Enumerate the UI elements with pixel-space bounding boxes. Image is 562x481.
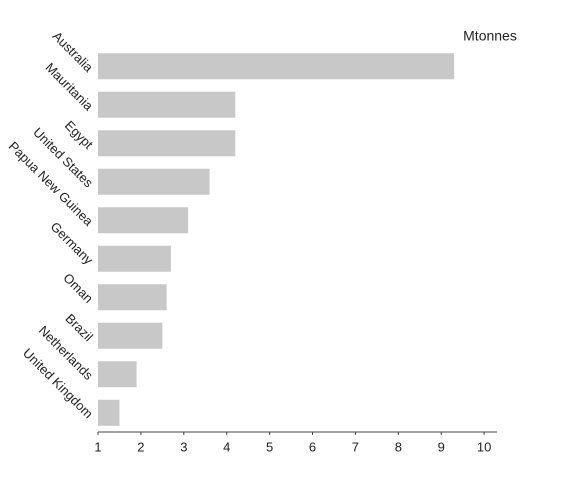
x-tick-label: 9 — [438, 439, 445, 454]
x-tick-label: 2 — [137, 439, 144, 454]
x-tick-label: 6 — [309, 439, 316, 454]
bar — [98, 284, 167, 311]
unit-label: Mtonnes — [463, 28, 517, 44]
y-tick-label: Brazil — [62, 311, 96, 345]
x-tick-label: 10 — [477, 439, 491, 454]
y-tick-label: Egypt — [62, 118, 96, 152]
x-tick-label: 8 — [395, 439, 402, 454]
bar — [98, 207, 189, 234]
x-tick-label: 3 — [180, 439, 187, 454]
bar — [98, 53, 455, 80]
y-tick-label: Germany — [48, 219, 97, 268]
x-tick-label: 7 — [352, 439, 359, 454]
bar — [98, 245, 171, 272]
y-tick-label: Oman — [60, 270, 96, 306]
bar — [98, 361, 137, 388]
x-tick-label: 5 — [266, 439, 273, 454]
bar — [98, 322, 163, 349]
bar — [98, 399, 120, 426]
x-tick-label: 4 — [223, 439, 230, 454]
x-tick-label: 1 — [94, 439, 101, 454]
bar — [98, 91, 236, 118]
bar — [98, 130, 236, 157]
y-tick-label: United Kingdom — [20, 345, 96, 421]
bar — [98, 168, 210, 195]
